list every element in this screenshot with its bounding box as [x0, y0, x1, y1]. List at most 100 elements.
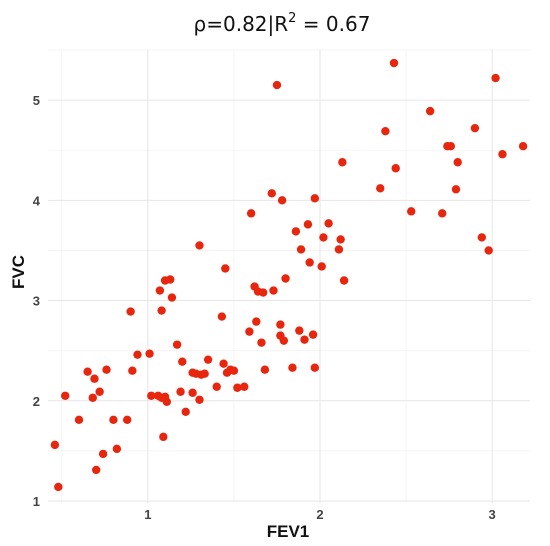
- data-point: [470, 123, 480, 133]
- data-point: [109, 415, 118, 425]
- data-point: [279, 336, 289, 345]
- data-point: [491, 73, 500, 83]
- data-point: [176, 387, 185, 396]
- data-point: [381, 126, 390, 136]
- data-point: [303, 220, 313, 229]
- x-tick-label: 3: [489, 507, 496, 522]
- data-point: [300, 335, 309, 344]
- data-point: [288, 363, 297, 372]
- y-axis-label: FVC: [9, 255, 28, 289]
- data-point: [92, 465, 101, 475]
- data-point: [95, 387, 104, 396]
- data-point: [162, 397, 171, 406]
- data-point: [310, 363, 320, 372]
- data-point: [336, 235, 345, 244]
- x-tick-label: 1: [144, 507, 151, 522]
- data-point: [128, 366, 137, 375]
- data-point: [339, 276, 349, 285]
- data-point: [157, 306, 166, 315]
- data-point: [498, 150, 507, 159]
- data-point: [221, 264, 230, 273]
- data-point: [61, 391, 70, 400]
- data-point: [291, 227, 301, 236]
- data-point: [90, 374, 99, 383]
- data-point: [308, 330, 318, 339]
- data-point: [296, 245, 306, 254]
- data-point: [438, 209, 447, 218]
- x-tick-labels: 1 2 3: [144, 507, 496, 522]
- data-point: [260, 365, 270, 374]
- data-point: [334, 245, 344, 254]
- grid: [48, 49, 530, 503]
- data-point: [98, 449, 108, 459]
- data-point: [252, 317, 261, 326]
- data-point: [233, 383, 242, 392]
- data-point: [453, 158, 462, 167]
- y-tick-label: 2: [33, 394, 40, 409]
- data-point: [102, 365, 111, 374]
- data-point: [50, 440, 60, 450]
- data-point: [425, 106, 435, 116]
- data-point: [484, 246, 493, 255]
- data-point: [319, 233, 328, 242]
- data-point: [269, 286, 278, 295]
- data-point: [245, 327, 254, 336]
- data-point: [267, 189, 276, 198]
- data-point: [200, 369, 209, 378]
- data-point: [195, 395, 204, 404]
- data-point: [310, 194, 320, 203]
- data-point: [272, 80, 282, 90]
- data-point: [376, 184, 385, 193]
- data-point: [338, 158, 347, 167]
- data-point: [212, 382, 221, 391]
- data-point: [277, 196, 287, 205]
- data-point: [217, 312, 227, 321]
- data-point: [188, 388, 197, 397]
- data-point: [317, 262, 326, 271]
- data-point: [195, 241, 204, 250]
- data-point: [389, 58, 399, 68]
- data-point: [159, 432, 168, 442]
- data-point: [246, 209, 256, 218]
- data-points: [50, 58, 528, 492]
- data-point: [133, 350, 142, 359]
- data-point: [167, 293, 177, 302]
- data-point: [203, 355, 213, 364]
- data-point: [166, 275, 175, 284]
- data-point: [147, 391, 156, 400]
- data-point: [155, 286, 165, 295]
- data-point: [257, 338, 266, 347]
- data-point: [258, 288, 268, 297]
- y-tick-label: 1: [33, 494, 40, 509]
- chart-title: ρ=0.82|R2 = 0.67: [194, 11, 371, 36]
- data-point: [181, 407, 190, 416]
- data-point: [112, 444, 122, 454]
- y-tick-labels: 1 2 3 4 5: [33, 93, 41, 509]
- data-point: [295, 326, 304, 335]
- data-point: [219, 359, 228, 368]
- y-tick-label: 3: [33, 294, 40, 309]
- data-point: [126, 307, 135, 316]
- data-point: [88, 393, 97, 402]
- data-point: [229, 366, 239, 375]
- chart-title-text: ρ=0.82|R2 = 0.67: [194, 11, 371, 36]
- data-point: [324, 219, 333, 228]
- data-point: [122, 415, 132, 425]
- data-point: [178, 357, 187, 366]
- data-point: [391, 164, 400, 173]
- data-point: [240, 382, 249, 391]
- data-point: [74, 415, 84, 425]
- data-point: [145, 349, 154, 358]
- data-point: [518, 142, 528, 151]
- data-point: [446, 142, 456, 151]
- data-point: [172, 340, 182, 349]
- data-point: [451, 185, 461, 194]
- data-point: [281, 274, 290, 283]
- data-point: [407, 207, 416, 216]
- data-point: [276, 320, 285, 329]
- data-point: [83, 367, 92, 376]
- y-tick-label: 4: [33, 193, 41, 208]
- y-tick-label: 5: [33, 93, 40, 108]
- x-axis-label: FEV1: [267, 522, 310, 541]
